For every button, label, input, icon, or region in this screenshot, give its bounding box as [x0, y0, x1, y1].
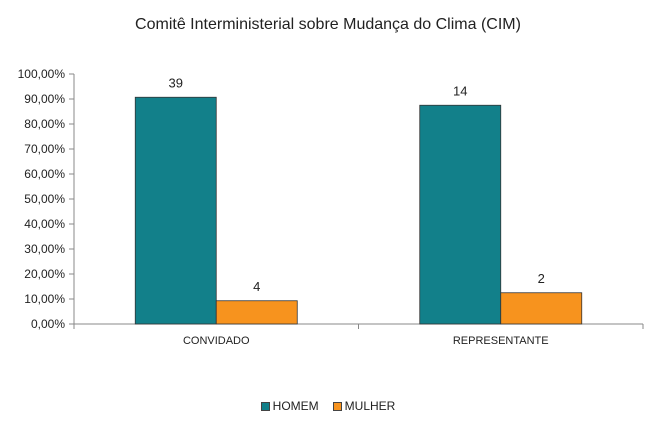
legend-label-mulher: MULHER — [344, 399, 396, 413]
bar-homem-convidado — [134, 96, 217, 325]
y-tick-label: 20,00% — [24, 267, 65, 281]
y-tick-label: 0,00% — [31, 317, 65, 331]
category-label: CONVIDADO — [183, 335, 250, 347]
legend-item-mulher: MULHER — [332, 399, 396, 413]
y-tick-label: 10,00% — [24, 292, 65, 306]
y-tick-label: 90,00% — [24, 92, 65, 106]
y-tick-label: 80,00% — [24, 117, 65, 131]
data-label-homem-convidado: 39 — [169, 75, 183, 90]
legend-label-homem: HOMEM — [272, 399, 319, 413]
y-tick-label: 70,00% — [24, 142, 65, 156]
y-tick-label: 50,00% — [24, 192, 65, 206]
data-label-mulher-representante: 2 — [538, 271, 545, 286]
chart-title: Comitê Interministerial sobre Mudança do… — [135, 16, 521, 33]
legend-item-homem: HOMEM — [260, 399, 319, 413]
legend-swatch-mulher — [332, 401, 342, 411]
y-tick-label: 100,00% — [18, 67, 66, 81]
y-tick-label: 40,00% — [24, 217, 65, 231]
data-label-homem-representante: 14 — [453, 83, 467, 98]
data-label-mulher-convidado: 4 — [253, 279, 260, 294]
y-tick-label: 30,00% — [24, 242, 65, 256]
legend: HOMEM MULHER — [0, 399, 656, 413]
legend-swatch-homem — [260, 401, 270, 411]
bar-mulher-convidado — [215, 300, 298, 325]
bar-mulher-representante — [500, 292, 583, 325]
y-tick-label: 60,00% — [24, 167, 65, 181]
category-label: REPRESENTANTE — [453, 335, 549, 347]
bar-homem-representante — [419, 104, 502, 325]
